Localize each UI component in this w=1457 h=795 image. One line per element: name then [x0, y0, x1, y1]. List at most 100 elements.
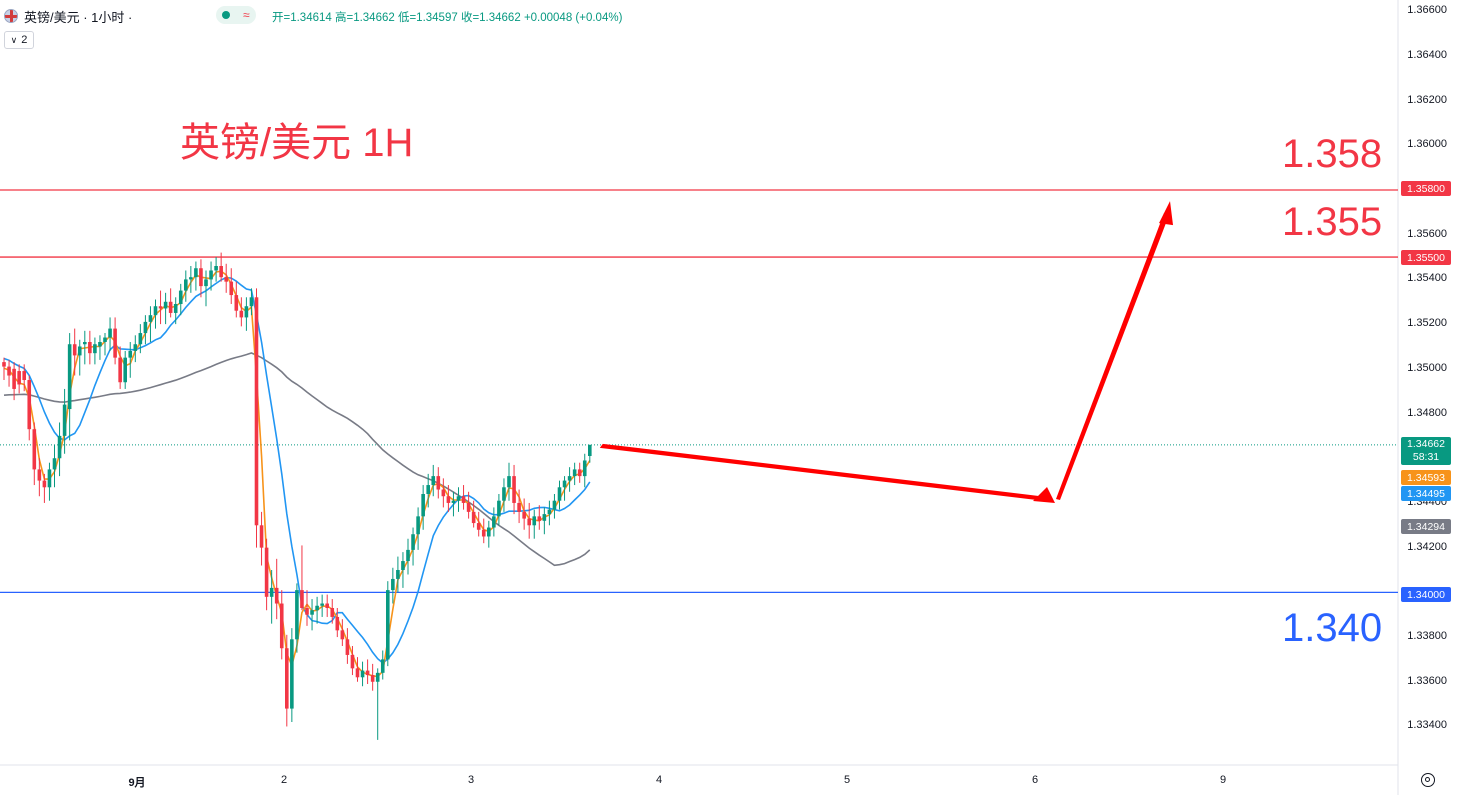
candle-body: [98, 342, 102, 347]
candle-body: [461, 496, 466, 503]
price-tag-1355: 1.35500: [1401, 250, 1451, 265]
ma-slow-tag: 1.34294: [1401, 519, 1451, 534]
candle-body: [259, 525, 264, 548]
candle-body: [88, 342, 92, 354]
candle-body: [557, 487, 562, 501]
candle-body: [128, 350, 133, 358]
candle-body: [93, 344, 97, 354]
wave-icon: ≈: [243, 8, 250, 22]
projection-arrow-down: [599, 443, 1047, 501]
candle-body: [588, 444, 592, 456]
annotation-level-1358: 1.358: [1282, 132, 1383, 176]
candle-body: [370, 675, 375, 682]
price-axis-label: 1.33600: [1407, 674, 1447, 687]
chart-annotation-title: 英镑/美元 1H: [180, 121, 414, 165]
last-price-tag: 1.34662 58:31: [1401, 437, 1451, 465]
ohlc-readout: 开=1.34614 高=1.34662 低=1.34597 收=1.34662 …: [272, 9, 622, 25]
candle-body: [582, 460, 587, 477]
candle-body: [345, 639, 350, 655]
candle-body: [239, 310, 244, 318]
candle-body: [12, 368, 16, 389]
candle-body: [426, 485, 430, 494]
candle-body: [456, 496, 461, 501]
candle-body: [67, 344, 72, 410]
candle-body: [350, 654, 355, 669]
candle-body: [487, 527, 491, 537]
price-axis-label: 1.35200: [1407, 317, 1447, 330]
market-open-dot-icon: [222, 11, 231, 19]
candle-body: [244, 306, 249, 318]
candle-body: [431, 476, 436, 486]
candle-body: [279, 603, 284, 649]
ohlc-values: 开=1.34614 高=1.34662 低=1.34597 收=1.34662: [272, 12, 521, 24]
candle-body: [47, 469, 52, 488]
price-axis-label: 1.36600: [1407, 4, 1447, 17]
candle-body: [532, 516, 537, 526]
candle-body: [406, 549, 410, 562]
candle-body: [27, 380, 32, 430]
candle-body: [542, 514, 547, 521]
price-axis-label: 1.33400: [1407, 719, 1447, 732]
candle-body: [401, 561, 405, 570]
candle-body: [17, 371, 21, 385]
price-axis-label: 1.36000: [1407, 138, 1447, 151]
candle-body: [204, 279, 208, 287]
price-axis-label: 1.36400: [1407, 48, 1447, 61]
candle-body: [411, 534, 415, 550]
candle-body: [360, 670, 365, 678]
candle-body: [391, 578, 395, 591]
candle-body: [497, 500, 501, 517]
candle-body: [178, 290, 183, 304]
market-status-pill[interactable]: ≈: [216, 6, 256, 24]
candle-body: [335, 616, 340, 631]
time-axis-label: 9月: [128, 777, 146, 789]
candle-body: [355, 668, 360, 678]
candle-body: [446, 496, 451, 503]
time-axis-label: 5: [843, 774, 851, 786]
candle-body: [481, 529, 486, 537]
price-tag-1340: 1.34000: [1401, 587, 1451, 602]
candle-body: [234, 295, 239, 311]
time-axis-label: 4: [655, 774, 663, 786]
candle-body: [567, 476, 572, 481]
ma-mid-tag: 1.34495: [1401, 486, 1451, 501]
indicators-toggle-button[interactable]: ∨ 2: [4, 31, 34, 49]
candle-body: [224, 277, 228, 282]
candle-body: [194, 268, 198, 278]
price-axis-label: 1.34800: [1407, 406, 1447, 419]
change-value: +0.00048 (+0.04%): [523, 12, 623, 24]
candle-body: [214, 266, 218, 271]
candle-body: [325, 603, 329, 608]
price-axis-label: 1.35400: [1407, 272, 1447, 285]
bar-countdown: 58:31: [1412, 451, 1440, 463]
last-price: 1.34662: [1407, 438, 1445, 450]
annotation-level-1355: 1.355: [1282, 200, 1383, 244]
candle-body: [22, 371, 26, 380]
candle-body: [396, 570, 400, 579]
candle-body: [2, 362, 6, 367]
projection-arrowhead-up: [1159, 201, 1173, 226]
candle-body: [42, 480, 47, 488]
candle-body: [153, 306, 158, 316]
candle-body: [143, 321, 148, 334]
candle-body: [577, 469, 582, 477]
candle-body: [537, 516, 542, 521]
candle-body: [37, 469, 42, 481]
indicator-count: 2: [21, 34, 28, 46]
candle-body: [52, 458, 57, 470]
settings-gear-icon[interactable]: [1421, 773, 1435, 787]
candle-body: [57, 435, 62, 459]
candle-body: [365, 670, 370, 676]
candle-body: [264, 547, 269, 597]
price-axis-label: 1.35000: [1407, 361, 1447, 374]
candle-body: [209, 270, 213, 280]
candle-body: [83, 342, 87, 345]
candle-body: [451, 500, 456, 503]
candle-body: [330, 608, 335, 617]
price-axis-label: 1.35600: [1407, 227, 1447, 240]
candle-body: [32, 429, 37, 470]
candle-body: [547, 509, 552, 515]
candle-body: [295, 590, 299, 640]
symbol-header[interactable]: 英镑/美元 · 1小时 ·: [4, 4, 132, 28]
